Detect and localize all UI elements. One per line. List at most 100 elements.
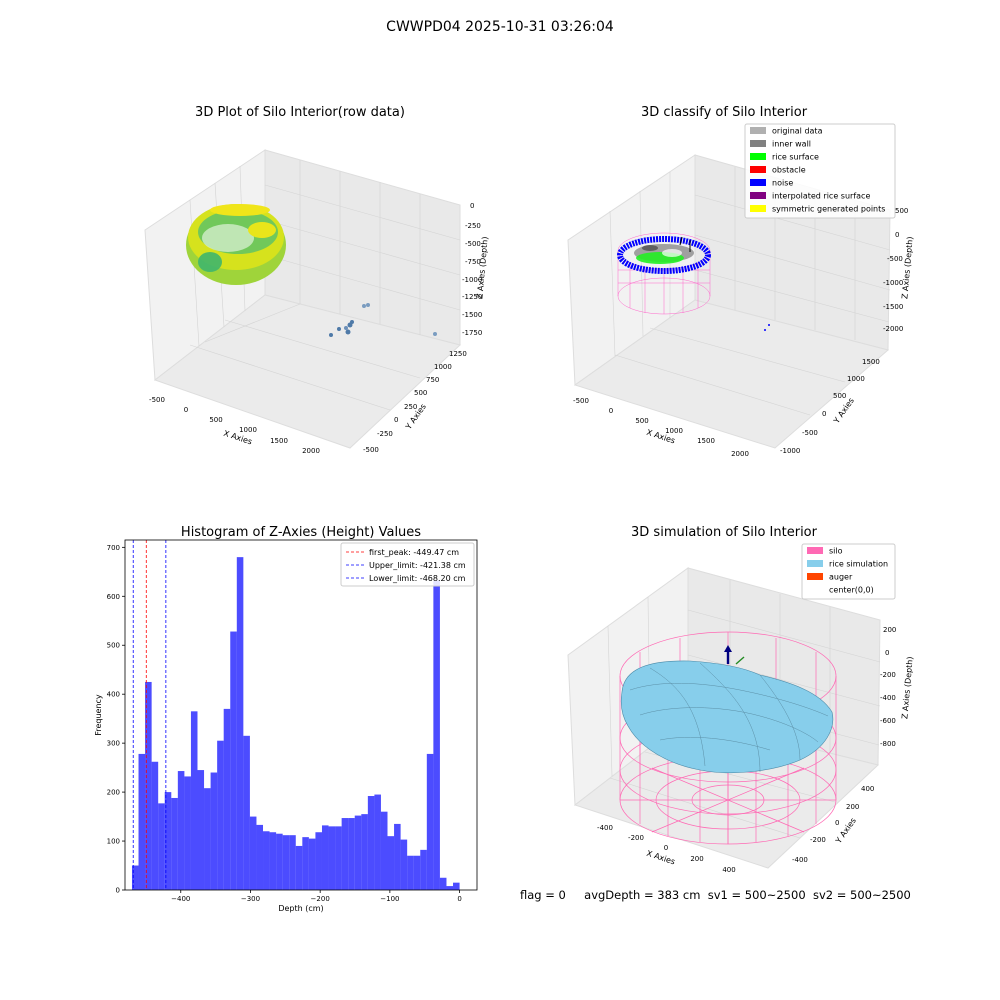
classify-ylabel: Y Axies [831, 396, 856, 426]
histogram-bar [276, 833, 283, 890]
histogram-xtick-label: −400 [171, 895, 190, 903]
histogram-legend-label: first_peak: -449.47 cm [369, 548, 459, 557]
sim-legend-swatch [807, 573, 823, 580]
histogram-bar [289, 835, 296, 890]
histogram-bar [151, 761, 159, 890]
histogram-bar [204, 788, 211, 890]
panel-raw: 3D Plot of Silo Interior(row data) [144, 105, 490, 455]
histogram-xtick-label: 0 [457, 895, 461, 903]
raw-xtick-4: 1500 [270, 437, 288, 445]
histogram-legend: first_peak: -449.47 cm Upper_limit: -421.… [340, 542, 475, 587]
histogram-ylabel: Frequency [94, 694, 103, 736]
histogram-legend-frame [340, 542, 475, 587]
histogram-bar [387, 836, 395, 890]
classify-legend-swatch [750, 179, 766, 186]
histogram-bar [138, 753, 146, 890]
sim-ytick-0: -400 [792, 856, 808, 864]
histogram-bar [243, 735, 250, 890]
classify-ytick-5: 1500 [862, 358, 880, 366]
sim-xlabel: X Axies [645, 849, 676, 867]
sim-x-ticks: -400 -200 0 200 400 [597, 824, 736, 874]
panel-simulation: 3D simulation of Silo Interior [567, 525, 915, 874]
classify-xtick-3: 1000 [665, 427, 683, 435]
histogram-bar [335, 826, 342, 890]
histogram-bar [302, 837, 309, 890]
panel-classify: 3D classify of Silo Interior [567, 105, 915, 458]
histogram-ytick-label: 200 [107, 789, 120, 797]
classify-legend-frame [744, 123, 896, 219]
sim-legend-swatch [807, 560, 823, 567]
sim-legend-label: silo [829, 547, 843, 556]
histogram-xtick-label: −300 [241, 895, 260, 903]
sim-legend-swatch [807, 547, 823, 554]
histogram-bar [295, 845, 303, 890]
classify-legend-label: original data [772, 127, 823, 136]
footer-avg-depth: avgDepth = 383 cm [584, 888, 701, 902]
raw-ztick-4: -1000 [462, 276, 482, 284]
raw-xtick-3: 1000 [239, 426, 257, 434]
sim-ztick-3: -400 [880, 694, 896, 702]
classify-legend-swatch [750, 192, 766, 199]
classify-z-ticks: 500 0 -500 -1000 -1500 -2000 [883, 207, 908, 333]
histogram-bar [164, 792, 172, 890]
histogram-bar [341, 818, 349, 890]
raw-ztick-1: -250 [465, 222, 481, 230]
histogram-bar [354, 815, 362, 890]
classify-ztick-0: 0 [895, 231, 899, 239]
raw-x-ticks: -500 0 500 1000 1500 2000 [149, 396, 320, 455]
panel-histogram: Histogram of Z-Axies (Height) Values −40… [94, 525, 478, 913]
raw-ztick-0: 0 [470, 202, 474, 210]
classify-ztick-2: -1000 [883, 279, 903, 287]
sim-y-ticks: -400 -200 0 200 400 [792, 785, 874, 864]
sim-xtick-1: -200 [628, 834, 644, 842]
histogram-vlines [132, 540, 167, 890]
sim-xtick-4: 400 [722, 866, 735, 874]
classify-xtick-0: -500 [573, 397, 589, 405]
histogram-bar [145, 681, 152, 890]
raw-ytick-4: 500 [414, 389, 427, 397]
histogram-bar [394, 823, 401, 890]
histogram-bar [400, 839, 408, 890]
classify-legend-label: inner wall [772, 140, 811, 149]
histogram-bar [282, 835, 290, 890]
histogram-bar [361, 814, 368, 890]
histogram-bar [256, 824, 264, 890]
histogram-bar [236, 557, 244, 890]
raw-xtick-5: 2000 [302, 447, 320, 455]
histogram-bar [446, 886, 454, 890]
sim-ztick-0: 200 [883, 626, 896, 634]
raw-ytick-5: 750 [426, 376, 439, 384]
histogram-bar [321, 825, 329, 890]
raw-ytick-7: 1250 [449, 350, 467, 358]
classify-legend-label: symmetric generated points [772, 205, 885, 214]
histogram-bar [380, 811, 388, 890]
histogram-ytick-label: 600 [107, 593, 120, 601]
classify-ztick-hidden: 500 [895, 207, 908, 215]
histogram-bar [420, 849, 427, 890]
classify-legend-label: interpolated rice surface [772, 192, 870, 201]
raw-ytick-1: -250 [377, 430, 393, 438]
histogram-bars [131, 557, 460, 890]
sim-zlabel: Z Axies (Depth) [900, 656, 914, 719]
histogram-bar [328, 826, 336, 890]
raw-ytick-2: 0 [394, 416, 398, 424]
classify-legend-label: rice surface [772, 153, 819, 162]
classify-x-ticks: -500 0 500 1000 1500 2000 [573, 397, 749, 458]
histogram-ytick-label: 100 [107, 838, 120, 846]
histogram-bar [453, 882, 460, 890]
raw-ytick-0: -500 [363, 446, 379, 454]
classify-pane-floor [573, 299, 890, 449]
classify-ztick-1: -500 [887, 255, 903, 263]
raw-title: 3D Plot of Silo Interior(row data) [195, 105, 405, 120]
histogram-xlabel: Depth (cm) [278, 904, 323, 913]
histogram-bar [308, 838, 316, 890]
figure-title: CWWPD04 2025-10-31 03:26:04 [386, 19, 614, 35]
raw-xtick-1: 0 [184, 406, 188, 414]
classify-legend-label: noise [772, 179, 793, 188]
classify-xtick-4: 1500 [697, 437, 715, 445]
histogram-bar [315, 832, 322, 890]
histogram-bar [190, 711, 198, 890]
sim-legend-label: rice simulation [829, 560, 888, 569]
histogram-y-ticks: 0 100 200 300 400 500 600 700 [107, 544, 125, 895]
classify-xtick-1: 0 [609, 407, 613, 415]
